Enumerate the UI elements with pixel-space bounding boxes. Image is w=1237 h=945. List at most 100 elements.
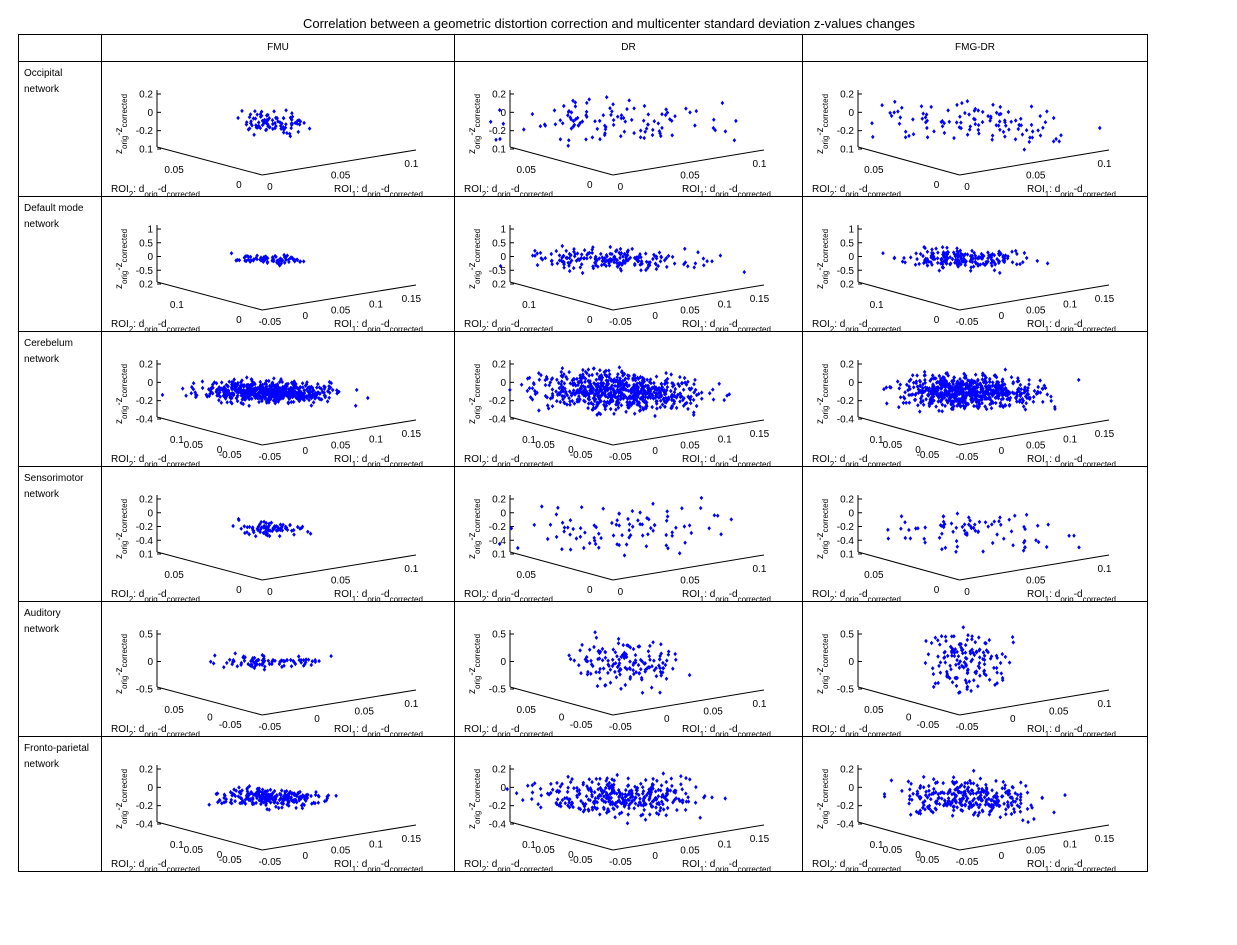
data-point [595, 371, 599, 377]
data-point [994, 799, 998, 804]
data-point [656, 794, 661, 799]
data-point [210, 382, 215, 387]
data-point [903, 535, 908, 541]
data-point [623, 802, 627, 808]
z-tick-label: 0.1 [840, 145, 854, 156]
data-point [980, 109, 985, 115]
data-point [915, 791, 920, 796]
data-point [976, 378, 980, 383]
roi2-axis-label: ROI2: dorig-dcorrected [464, 859, 553, 871]
data-point [289, 125, 293, 131]
data-point [597, 376, 601, 381]
data-point [624, 654, 629, 660]
data-point [567, 268, 572, 274]
data-point [607, 401, 612, 406]
data-point [595, 390, 599, 396]
roi1-tick-label: 0.15 [1095, 834, 1115, 845]
data-point [598, 785, 603, 791]
data-point [973, 121, 978, 127]
data-point [920, 385, 925, 391]
data-point [258, 112, 263, 117]
data-point [302, 388, 307, 393]
plot-cell: 0.2 0 -0.2 -0.4 0.1 0.05 0 -0.05 -0.05 0 0.05 0.1 0.… [101, 736, 455, 872]
roi2-tick-label: -0.05 [570, 720, 593, 731]
data-point [659, 799, 664, 804]
roi2-tick-label: 0.1 [170, 435, 184, 446]
data-point [330, 387, 335, 393]
roi2-axis-label: ROI2: dorig-dcorrected [812, 589, 901, 601]
data-series [882, 367, 1081, 414]
data-point [616, 393, 621, 399]
data-point [601, 113, 606, 118]
roi2-tick-label: 0.05 [864, 570, 884, 581]
data-point [605, 373, 609, 379]
roi1-tick-label: 0.05 [1026, 845, 1046, 856]
data-point [980, 798, 985, 803]
data-point [624, 253, 628, 258]
data-point [225, 393, 229, 399]
data-point [946, 108, 950, 113]
data-point [268, 787, 273, 792]
z-tick-label: -0.2 [489, 396, 507, 407]
data-point [631, 376, 635, 381]
data-point [287, 791, 291, 797]
z-tick-label: -0.5 [136, 685, 154, 696]
data-point [979, 793, 983, 798]
data-point [671, 381, 675, 386]
data-point [567, 389, 572, 394]
data-point [1051, 115, 1056, 121]
data-point [279, 788, 284, 793]
data-point [956, 249, 960, 255]
data-point [494, 137, 498, 142]
data-point [958, 784, 962, 790]
data-point [702, 795, 706, 800]
data-point [943, 390, 948, 395]
data-point [1013, 799, 1018, 804]
data-point [281, 116, 286, 121]
data-point [658, 405, 663, 410]
roi1-axis-label: ROI1: dorig-dcorrected [334, 319, 423, 331]
data-point [611, 806, 615, 811]
roi2-tick-label: -0.05 [570, 450, 593, 461]
data-point [294, 381, 298, 387]
data-point [953, 792, 957, 797]
axes [509, 495, 765, 581]
data-point [935, 801, 939, 806]
data-point [526, 783, 530, 788]
data-point [291, 658, 295, 664]
data-point [991, 380, 995, 385]
data-point [1025, 790, 1030, 795]
data-point [664, 543, 669, 548]
data-point [1036, 128, 1040, 133]
data-point [713, 128, 717, 133]
data-point [650, 132, 655, 138]
data-point [651, 256, 655, 262]
data-point [284, 257, 288, 262]
data-point [942, 798, 947, 803]
data-point [945, 245, 949, 250]
data-point [994, 110, 999, 115]
data-point [964, 386, 968, 391]
data-point [682, 375, 687, 381]
scatter3d-plot: 0.20-0.2-0.40.1 0.05 0-0.05 -0.0500.050.10.… [464, 360, 771, 467]
data-point [651, 396, 656, 401]
data-point [956, 654, 961, 659]
data-point [259, 395, 263, 400]
data-point [907, 400, 912, 405]
data-point [304, 394, 309, 399]
data-point [666, 649, 671, 654]
data-point [939, 261, 943, 266]
data-point [944, 638, 948, 644]
data-point [619, 654, 624, 660]
data-point [293, 120, 297, 126]
data-point [309, 384, 314, 389]
data-point [978, 381, 983, 386]
data-point [590, 372, 594, 378]
data-point [329, 653, 333, 659]
roi1-tick-label: 0.05 [331, 575, 351, 586]
data-point [886, 536, 891, 541]
data-point [999, 671, 1004, 676]
scatter3d-plot: 10.50-0.50.20.10 -0.0500.050.10.15zorig-z… [111, 225, 423, 332]
data-point [590, 407, 595, 412]
data-point [604, 792, 609, 798]
